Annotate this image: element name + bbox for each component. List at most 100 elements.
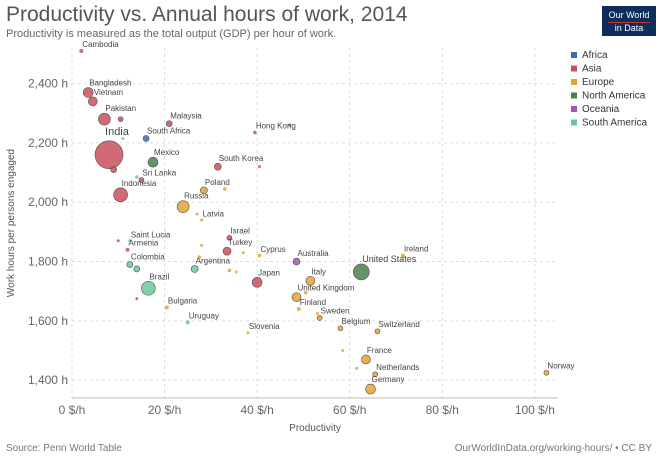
legend-swatch xyxy=(571,119,577,126)
data-point xyxy=(142,135,150,142)
legend-label: North America xyxy=(582,91,646,102)
point-label: Norway xyxy=(547,361,574,370)
data-point xyxy=(288,123,292,127)
chart-title: Productivity vs. Annual hours of work, 2… xyxy=(6,3,408,26)
data-point xyxy=(138,177,145,183)
point-label: Argentina xyxy=(196,256,231,265)
data-point xyxy=(303,290,308,295)
data-point xyxy=(291,292,302,302)
point-label: United States xyxy=(362,254,417,264)
point-label: Sweden xyxy=(321,306,350,315)
point-label: Israel xyxy=(230,226,250,235)
data-point xyxy=(126,261,134,268)
point-label: Poland xyxy=(205,178,230,187)
point-label: Hong Kong xyxy=(256,122,296,131)
y-tick-label: 2,000 h xyxy=(28,195,68,209)
point-label: Switzerland xyxy=(378,320,419,329)
legend-label: Oceania xyxy=(582,104,620,115)
y-axis-title: Work hours per persons engaged xyxy=(6,149,17,297)
data-point xyxy=(341,349,345,353)
data-point xyxy=(133,265,141,273)
data-point xyxy=(400,253,405,258)
data-point xyxy=(195,212,199,216)
point-label: Japan xyxy=(258,268,280,277)
x-axis-title: Productivity xyxy=(289,423,341,434)
point-label: Belgium xyxy=(341,317,370,326)
logo-text-line1: Our World xyxy=(608,10,650,20)
x-tick-label: 80 $/h xyxy=(426,403,459,417)
point-label: Indonesia xyxy=(122,179,157,188)
x-tick-label: 100 $/h xyxy=(515,403,555,417)
chart-subtitle: Productivity is measured as the total ou… xyxy=(6,28,337,40)
data-point xyxy=(352,263,370,281)
data-point xyxy=(128,239,132,243)
data-points xyxy=(79,48,550,395)
data-point xyxy=(190,265,199,273)
data-point xyxy=(246,331,250,335)
data-point xyxy=(176,200,190,213)
point-label: Australia xyxy=(297,249,329,258)
point-label: Armenia xyxy=(129,239,159,248)
data-point xyxy=(241,251,245,255)
data-point xyxy=(125,247,130,252)
point-label: Mexico xyxy=(154,148,180,157)
credit-link[interactable]: OurWorldInData.org/working-hours/ • CC B… xyxy=(454,443,652,454)
axes: 1,400 h 1,600 h 1,800 h 2,000 h 2,200 h 2,400… xyxy=(6,77,558,434)
point-label: Pakistan xyxy=(105,104,136,113)
data-point xyxy=(164,305,169,310)
x-tick-label: 60 $/h xyxy=(333,403,366,417)
data-point xyxy=(185,320,190,325)
y-tick-label: 1,400 h xyxy=(28,373,68,387)
owid-logo[interactable]: Our World in Data xyxy=(602,6,656,36)
point-label: Uruguay xyxy=(189,311,219,320)
data-point xyxy=(305,276,316,286)
data-point xyxy=(214,162,222,171)
data-point xyxy=(372,371,378,378)
grid-lines xyxy=(71,48,558,398)
data-point xyxy=(337,325,344,332)
data-point xyxy=(543,369,550,376)
point-label: France xyxy=(367,346,392,355)
data-point xyxy=(315,311,319,315)
point-label: Bulgaria xyxy=(168,297,198,306)
data-point xyxy=(147,156,159,168)
x-tick-label: 0 $/h xyxy=(59,403,86,417)
data-point xyxy=(113,187,128,203)
data-point xyxy=(251,277,263,288)
data-point xyxy=(79,48,84,53)
point-label: Colombia xyxy=(131,253,165,262)
point-label: Malaysia xyxy=(170,112,202,121)
data-point xyxy=(165,120,173,127)
data-point xyxy=(257,253,262,258)
data-point xyxy=(222,246,232,256)
legend-label: Africa xyxy=(582,50,608,61)
legend-label: Europe xyxy=(582,77,615,88)
data-point xyxy=(316,315,323,321)
y-tick-label: 2,400 h xyxy=(28,77,68,91)
point-label: Finland xyxy=(300,298,326,307)
data-point xyxy=(135,297,139,301)
point-label: Bangladesh xyxy=(89,78,131,87)
data-point xyxy=(197,255,202,259)
logo-text-line2: in Data xyxy=(608,22,650,34)
point-label: Germany xyxy=(372,375,405,384)
data-point xyxy=(121,136,125,140)
point-label: Russia xyxy=(184,192,209,201)
data-point xyxy=(361,354,371,365)
point-label: Ireland xyxy=(404,245,428,254)
legend-label: South America xyxy=(582,118,647,129)
data-point xyxy=(253,130,257,135)
point-label: Slovenia xyxy=(249,322,280,331)
x-tick-label: 40 $/h xyxy=(240,403,273,417)
data-point xyxy=(117,116,124,122)
point-label: United Kingdom xyxy=(297,284,354,293)
point-label: Cambodia xyxy=(82,40,119,49)
data-point xyxy=(292,257,301,266)
data-point xyxy=(365,383,376,395)
point-label: Vietnam xyxy=(94,88,124,97)
point-label: Cyprus xyxy=(260,245,285,254)
legend-swatch xyxy=(571,92,577,99)
legend-swatch xyxy=(571,52,577,58)
legend-swatch xyxy=(571,65,577,72)
